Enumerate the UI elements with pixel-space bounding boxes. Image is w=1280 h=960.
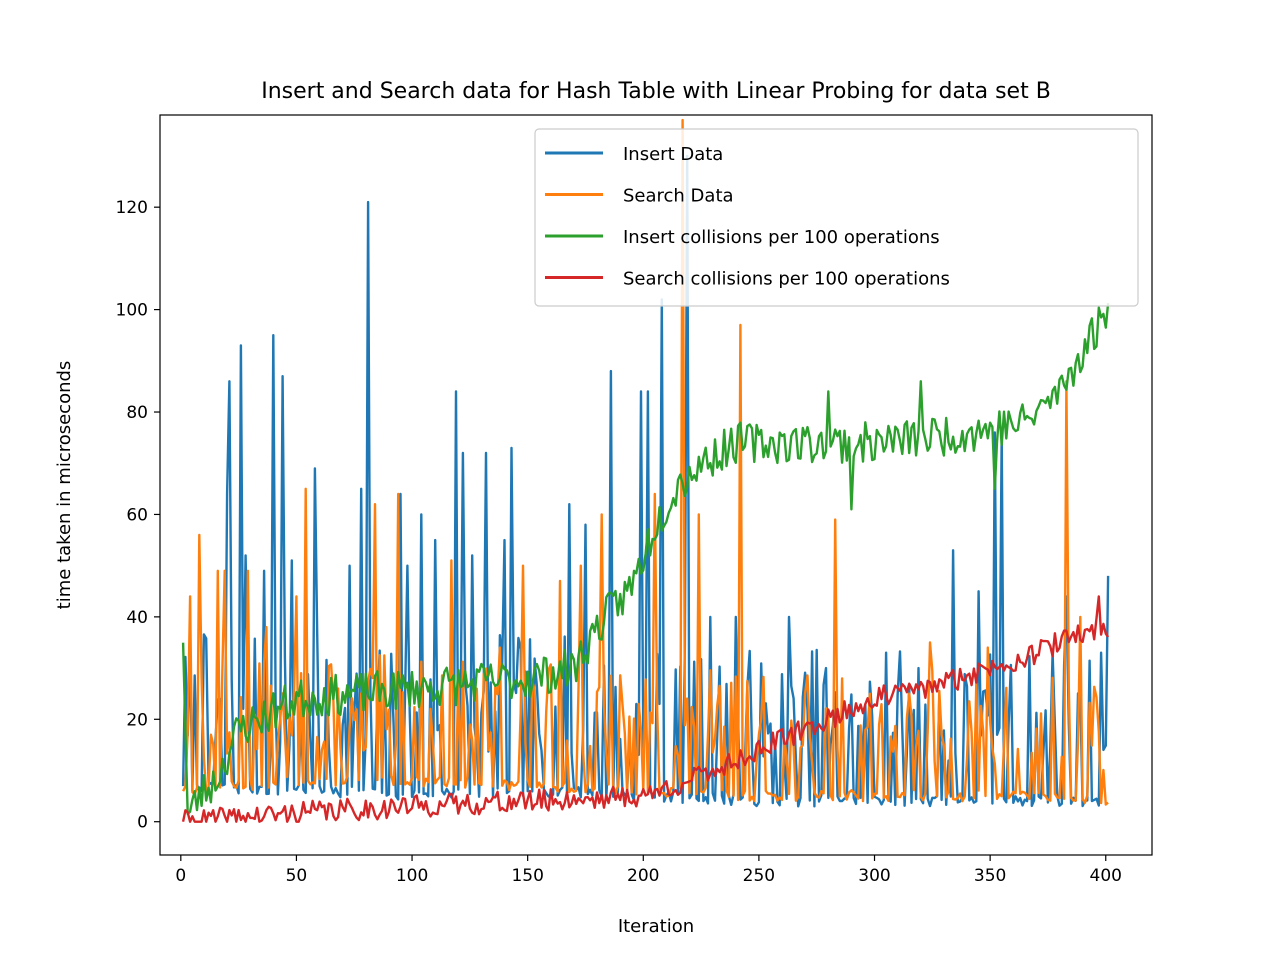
chart-title: Insert and Search data for Hash Table wi… [261,79,1051,104]
x-tick-label: 250 [743,866,775,886]
x-axis: 0 50 100 150 200 250 300 350 400 [175,855,1122,886]
legend: Insert Data Search Data Insert collisions … [534,128,1139,307]
x-axis-label: Iteration [618,916,694,937]
y-tick-label: 0 [137,813,148,833]
series-line-2 [182,118,1109,806]
x-tick-label: 200 [627,866,659,886]
x-tick-label: 300 [858,866,890,886]
legend-label: Search Data [623,186,734,207]
x-tick-label: 400 [1090,866,1122,886]
series-layer [181,118,1110,823]
y-axis-label: time taken in microseconds [54,361,75,610]
y-tick-label: 40 [126,608,148,628]
legend-box [534,128,1139,307]
y-tick-label: 60 [126,505,148,525]
plot-area [159,114,1153,856]
plot-frame [159,114,1153,856]
series-line-3 [181,302,1110,815]
series-line-4 [181,595,1110,823]
y-tick-label: 80 [126,403,148,423]
legend-label: Insert Data [623,144,723,165]
y-tick-label: 100 [116,301,148,321]
y-axis: 0 20 40 60 80 100 120 [116,198,160,833]
legend-label: Insert collisions per 100 operations [623,227,940,248]
x-tick-label: 350 [974,866,1006,886]
y-tick-label: 20 [126,710,148,730]
legend-label: Search collisions per 100 operations [623,269,950,290]
x-tick-label: 150 [511,866,543,886]
x-tick-label: 50 [286,866,308,886]
x-tick-label: 100 [396,866,428,886]
x-tick-label: 0 [175,866,186,886]
y-tick-label: 120 [116,198,148,218]
